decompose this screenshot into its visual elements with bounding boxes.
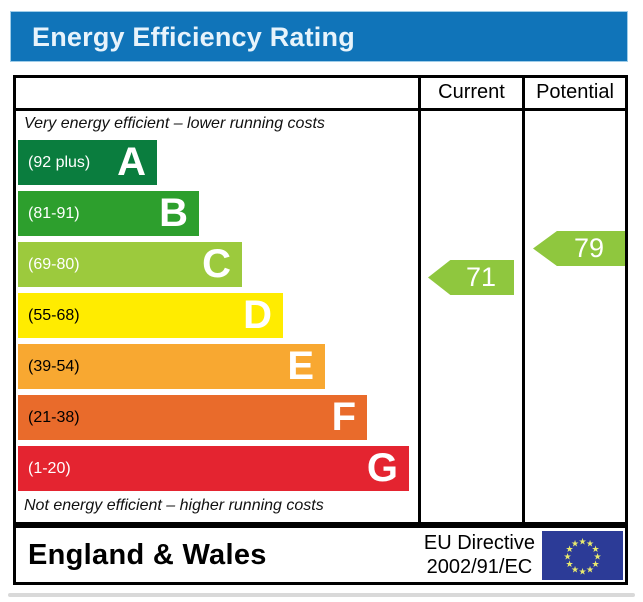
- band-c: (69-80) C: [18, 242, 242, 287]
- band-e-range-label: (39-54): [28, 357, 80, 375]
- band-g: (1-20) G: [18, 446, 409, 491]
- column-header-potential: Potential: [522, 78, 625, 111]
- band-f-range-label: (21-38): [28, 408, 80, 426]
- band-b-range-label: (81-91): [28, 204, 80, 222]
- band-d-range-label: (55-68): [28, 306, 80, 324]
- caption-very-efficient: Very energy efficient – lower running co…: [24, 115, 325, 132]
- svg-text:★: ★: [563, 552, 571, 562]
- band-f-letter: F: [331, 394, 356, 439]
- eu-directive-line2: 2002/91/EC: [426, 556, 533, 578]
- bands-list: (92 plus) A (81-91) B (69-80) C (55-68) …: [18, 140, 418, 497]
- svg-text:★: ★: [578, 537, 586, 547]
- bands-area: Very energy efficient – lower running co…: [16, 111, 418, 522]
- band-c-letter: C: [202, 241, 231, 286]
- potential-rating-value: 79: [573, 233, 605, 263]
- svg-text:★: ★: [571, 539, 579, 549]
- svg-text:★: ★: [571, 565, 579, 575]
- svg-text:★: ★: [565, 545, 573, 555]
- potential-rating-arrow: 79: [533, 231, 625, 266]
- eu-directive-label: EU Directive 2002/91/EC: [424, 531, 542, 579]
- column-header-current: Current: [418, 78, 522, 111]
- band-a: (92 plus) A: [18, 140, 157, 185]
- band-g-range-label: (1-20): [28, 459, 71, 477]
- band-b: (81-91) B: [18, 191, 199, 236]
- band-d: (55-68) D: [18, 293, 283, 338]
- eu-flag-icon: ★ ★ ★ ★ ★ ★ ★ ★ ★ ★ ★ ★: [542, 530, 623, 580]
- band-e: (39-54) E: [18, 344, 325, 389]
- svg-text:★: ★: [586, 539, 594, 549]
- band-a-range-label: (92 plus): [28, 153, 91, 171]
- svg-text:★: ★: [578, 567, 586, 577]
- page-title: Energy Efficiency Rating: [32, 22, 355, 52]
- band-a-letter: A: [117, 139, 146, 184]
- band-e-letter: E: [287, 343, 314, 388]
- rating-table: Current Potential Very energy efficient …: [13, 75, 628, 525]
- current-rating-arrow: 71: [428, 260, 514, 295]
- current-column: 71: [418, 111, 522, 522]
- svg-text:★: ★: [565, 560, 573, 570]
- eu-directive-line1: EU Directive: [423, 532, 535, 554]
- bottom-divider: [8, 593, 635, 597]
- band-c-range-label: (69-80): [28, 255, 80, 273]
- current-header-label: Current: [438, 80, 505, 103]
- band-b-letter: B: [159, 190, 188, 235]
- band-f: (21-38) F: [18, 395, 367, 440]
- current-rating-value: 71: [465, 262, 497, 292]
- band-d-letter: D: [243, 292, 272, 337]
- band-g-letter: G: [366, 445, 398, 490]
- svg-text:★: ★: [591, 560, 599, 570]
- header-spacer-cell: [16, 78, 418, 111]
- svg-text:★: ★: [586, 565, 594, 575]
- svg-text:★: ★: [591, 545, 599, 555]
- potential-column: 79: [522, 111, 625, 522]
- potential-header-label: Potential: [536, 80, 614, 103]
- caption-not-efficient: Not energy efficient – higher running co…: [24, 497, 324, 514]
- svg-text:★: ★: [593, 552, 601, 562]
- region-label: England & Wales: [28, 538, 267, 571]
- footer-bar: England & Wales EU Directive 2002/91/EC …: [13, 525, 628, 585]
- title-banner: Energy Efficiency Rating: [10, 11, 628, 62]
